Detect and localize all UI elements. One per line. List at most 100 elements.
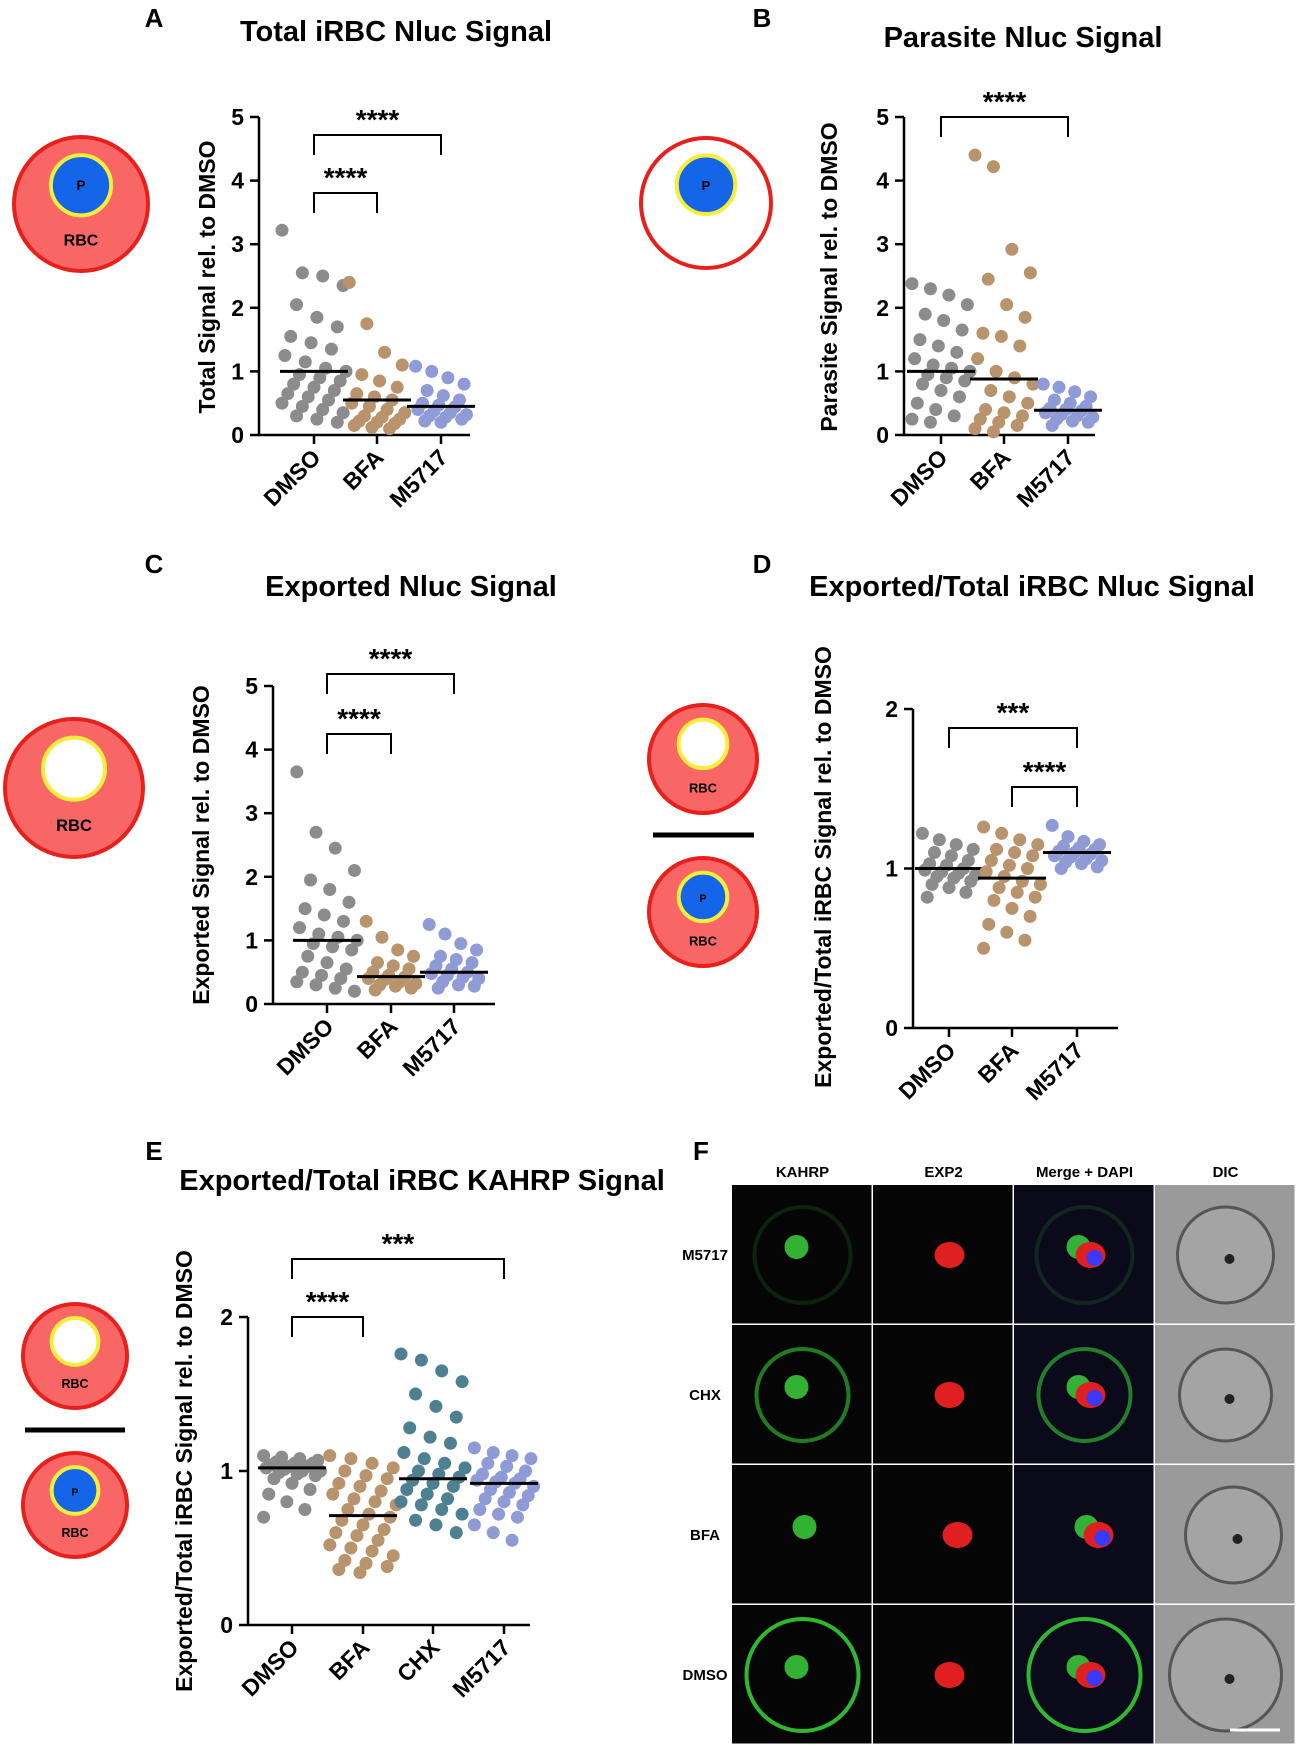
dot — [338, 1553, 352, 1567]
y-tick-label: 4 — [876, 168, 889, 194]
dot — [329, 1526, 343, 1540]
dot — [500, 1459, 514, 1473]
rbc-label: RBC — [56, 816, 92, 835]
dot — [1013, 339, 1027, 353]
dot — [524, 1452, 538, 1466]
dot — [407, 949, 421, 963]
dot — [1023, 266, 1037, 280]
dot — [1000, 298, 1014, 312]
dot — [368, 983, 382, 997]
dot — [355, 368, 369, 382]
kahrp-signal — [754, 1347, 851, 1443]
dot — [1066, 414, 1080, 428]
significance-bracket — [313, 134, 442, 155]
dot — [968, 422, 982, 436]
dot — [320, 956, 334, 970]
dot — [937, 314, 951, 328]
dot — [389, 979, 403, 993]
x-tick-label: M5717 — [1011, 444, 1079, 512]
dot — [449, 1410, 463, 1424]
row-label: CHX — [689, 1387, 721, 1404]
y-tick-label: 4 — [231, 168, 244, 194]
dot — [454, 937, 468, 951]
dot — [316, 269, 330, 283]
dot — [905, 412, 919, 426]
dot — [449, 1526, 463, 1540]
dot — [301, 949, 315, 963]
dot — [939, 371, 953, 385]
kahrp-signal — [784, 1655, 809, 1679]
dot — [317, 908, 331, 922]
dot — [347, 1492, 361, 1506]
dot — [947, 409, 961, 423]
dot — [262, 1487, 276, 1501]
dot — [1031, 838, 1045, 852]
significance-bracket — [326, 673, 455, 694]
dot — [304, 336, 318, 350]
dot — [290, 975, 304, 989]
dot — [422, 918, 436, 931]
dot — [944, 849, 958, 863]
dot — [955, 323, 969, 337]
dic-cell — [1178, 1347, 1273, 1443]
kahrp-signal — [1034, 1205, 1135, 1305]
dot — [298, 902, 312, 916]
parasite — [676, 717, 730, 771]
dot — [950, 345, 964, 359]
dot — [293, 921, 307, 935]
dot — [257, 1449, 271, 1463]
dot — [497, 1495, 511, 1509]
x-tick-label: BFA — [973, 1037, 1024, 1088]
kahrp-signal — [752, 1205, 853, 1305]
dot — [964, 874, 978, 888]
dot — [952, 390, 966, 404]
dot — [992, 881, 1006, 895]
dot — [359, 1469, 373, 1483]
dot — [308, 1469, 322, 1483]
dot — [257, 1510, 271, 1524]
dot — [470, 943, 484, 957]
dot — [435, 1364, 449, 1378]
dot — [322, 393, 336, 407]
dic-cell — [1184, 1485, 1283, 1585]
x-tick-label: DMSO — [271, 1013, 338, 1080]
dot — [1020, 862, 1034, 875]
dot — [986, 425, 1000, 439]
dot — [958, 374, 972, 388]
dot — [910, 396, 924, 410]
dic-parasite — [1224, 1254, 1235, 1264]
parasite — [676, 870, 730, 924]
dot — [516, 1498, 530, 1512]
dot — [374, 1484, 388, 1498]
dot — [342, 895, 356, 909]
y-tick-label: 3 — [245, 800, 258, 826]
dot — [931, 339, 945, 353]
dot — [492, 1507, 506, 1521]
y-axis-label: Parasite Signal rel. to DMSO — [816, 122, 842, 431]
dot — [411, 1464, 425, 1478]
dot — [278, 349, 292, 362]
dot — [429, 1518, 443, 1532]
dot — [473, 1503, 487, 1516]
dot — [362, 1507, 376, 1521]
dot — [942, 288, 956, 302]
dot — [1090, 860, 1104, 874]
panel-label: D — [753, 549, 772, 579]
dot — [280, 1495, 294, 1509]
dot — [979, 865, 993, 879]
dot — [989, 364, 1003, 378]
dot — [905, 277, 919, 291]
chart-title: Exported/Total iRBC Nluc Signal — [809, 571, 1255, 603]
kahrp-signal — [744, 1617, 861, 1733]
dot — [344, 1541, 358, 1555]
parasite-label: P — [72, 1487, 79, 1498]
parasite — [674, 153, 738, 217]
row-label: M5717 — [682, 1247, 728, 1264]
dot — [913, 333, 927, 347]
y-tick-label: 1 — [231, 358, 244, 384]
dot — [949, 838, 963, 852]
dot — [287, 377, 301, 391]
dot — [330, 415, 344, 429]
dot — [1023, 909, 1037, 923]
dot — [298, 1503, 312, 1516]
